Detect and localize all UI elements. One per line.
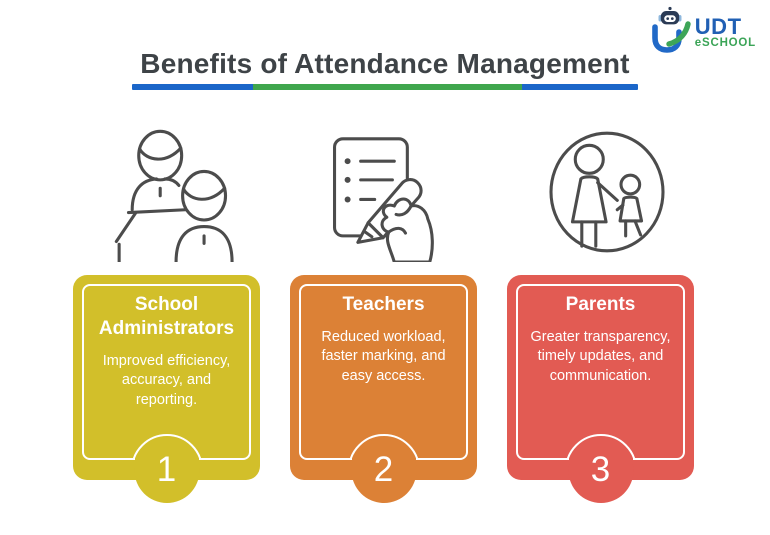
benefit-card-school-administrators: School Administrators Improved efficienc…	[73, 275, 260, 503]
benefit-card-parents: Parents Greater transparency, timely upd…	[507, 275, 694, 503]
card-description: Greater transparency, timely updates, an…	[530, 328, 671, 384]
title-underline	[132, 84, 638, 90]
underline-segment-blue-right	[521, 84, 638, 90]
card-number: 3	[590, 449, 611, 489]
card-number-badge: 3	[568, 438, 633, 503]
udt-eschool-logo-icon	[651, 6, 691, 53]
parent-and-child-icon	[548, 131, 665, 253]
card-description: Improved efficiency, accuracy, and repor…	[102, 352, 231, 408]
underline-segment-green	[253, 84, 522, 90]
card-number: 2	[373, 449, 394, 489]
card-description: Reduced workload, faster marking, and ea…	[321, 328, 446, 384]
underline-segment-blue-left	[132, 84, 254, 90]
icons-row	[73, 120, 694, 262]
card-number-badge: 2	[351, 438, 416, 503]
card-title: Parents	[565, 294, 636, 315]
logo-tagline: eSCHOOL	[694, 37, 756, 49]
brand-logo: UDT eSCHOOL	[648, 6, 756, 53]
checklist-writing-hand-icon	[332, 137, 434, 262]
administrators-at-desk-icon	[114, 129, 234, 262]
card-number-badge: 1	[134, 438, 199, 503]
benefit-card-teachers: Teachers Reduced workload, faster markin…	[290, 275, 477, 503]
card-title: School Administrators	[98, 294, 235, 339]
card-title: Teachers	[342, 294, 425, 315]
card-number: 1	[156, 449, 177, 489]
benefit-cards-row: School Administrators Improved efficienc…	[73, 275, 694, 503]
logo-name: UDT	[694, 14, 742, 39]
page-title: Benefits of Attendance Management	[140, 48, 630, 79]
